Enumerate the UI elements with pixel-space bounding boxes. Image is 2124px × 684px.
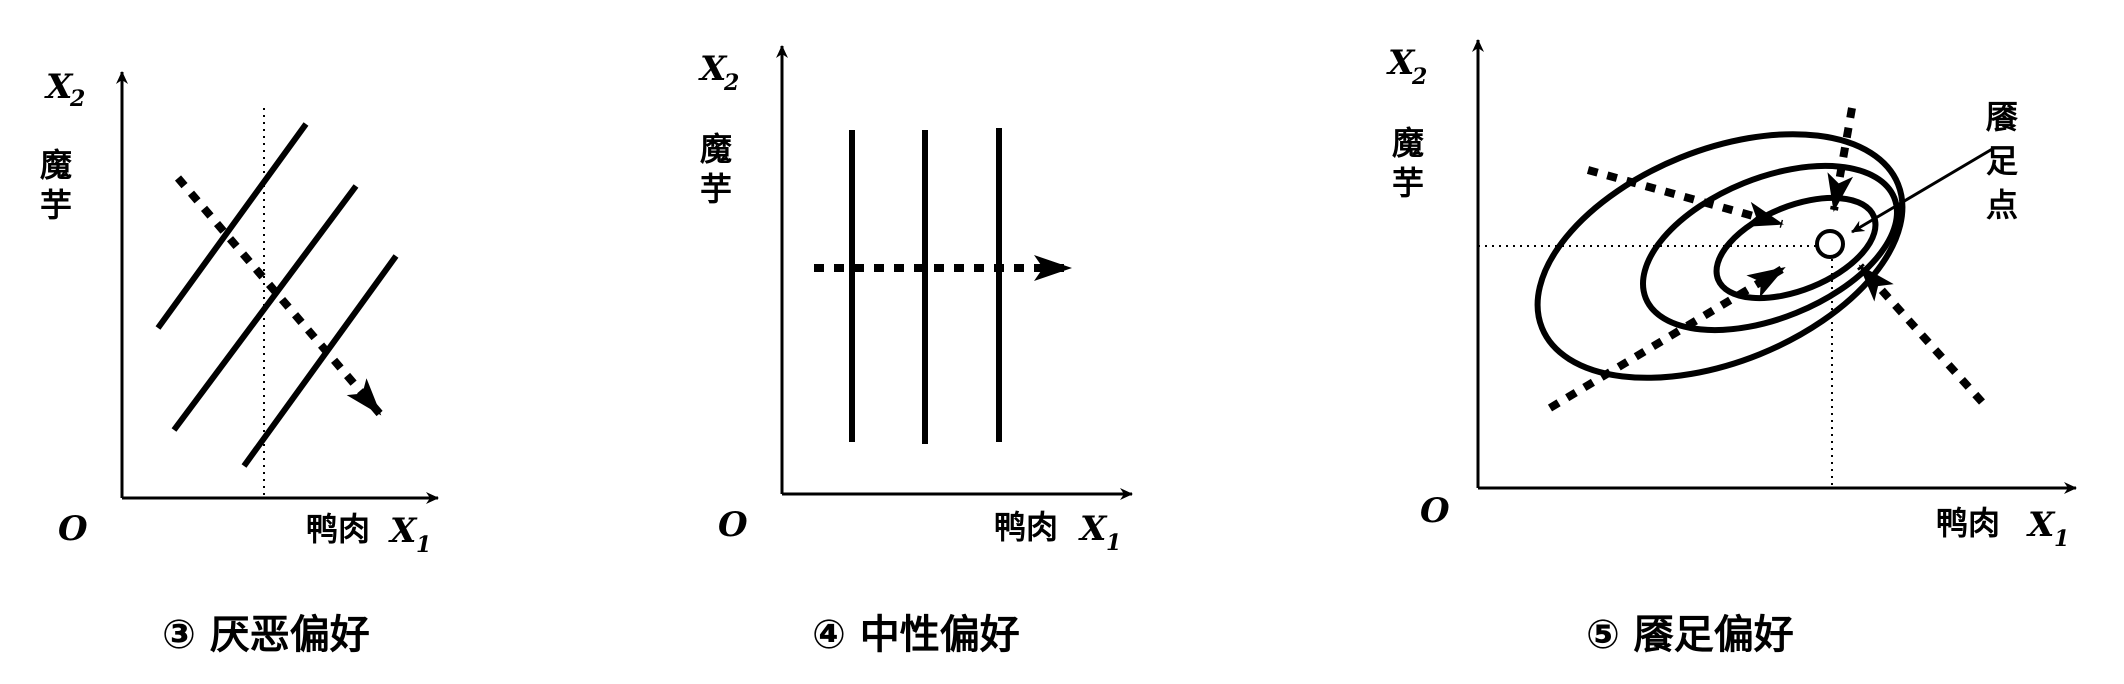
bliss-point-marker (1815, 229, 1845, 259)
panel-caption: ③ 厌恶偏好 (162, 612, 370, 658)
preference-direction-arrow (174, 175, 384, 417)
y-axis-label-line2: 芋 (1392, 164, 1424, 202)
x-axis-label: 鸭肉 (994, 508, 1058, 546)
x-axis-label: 鸭肉 (1936, 504, 2000, 542)
y-axis-label-line1: 魔 (700, 130, 732, 168)
preference-direction-arrow (1586, 166, 1784, 228)
indifference-line (155, 122, 309, 330)
y-axis-label-line2: 芋 (700, 170, 732, 208)
y-axis-label-line1: 魔 (1392, 124, 1424, 162)
bliss-point-label-line2: 足 (1986, 142, 2018, 180)
y-axis-subscript: 2 (1411, 64, 1427, 90)
panel-neutral: X 2 魔 芋 O 鸭肉 X 1 ④ 中性偏好 (698, 45, 1133, 658)
indifference-ellipse-outer (1534, 131, 1906, 381)
x-axis-label: 鸭肉 (306, 510, 370, 548)
bliss-point-label-line1: 餍 (1986, 98, 2019, 136)
x-axis-symbol: X (2026, 505, 2056, 545)
y-axis-symbol: X (698, 49, 728, 89)
indifference-line (171, 184, 359, 432)
origin-label: O (58, 509, 88, 549)
origin-label: O (1420, 491, 1450, 531)
y-axis-subscript: 2 (723, 70, 739, 96)
indifference-ellipse-middle (1640, 162, 1900, 334)
preference-direction-arrow (1827, 107, 1856, 212)
preference-direction-arrow (1857, 263, 1985, 405)
panel-satiation: X 2 魔 芋 O 鸭肉 X 1 餍 足 点 ⑤ 餍足偏好 (1386, 39, 2077, 658)
indifference-ellipse-inner (1713, 194, 1879, 302)
bliss-point-pointer (1851, 146, 1995, 234)
y-axis-symbol: X (1386, 43, 1416, 83)
x-axis-symbol: X (388, 511, 418, 551)
y-axis-label-line2: 芋 (40, 186, 72, 224)
x-axis-symbol: X (1078, 509, 1108, 549)
panel-aversion: X 2 魔 芋 O 鸭肉 X 1 ③ 厌恶偏好 (40, 67, 439, 658)
y-axis-symbol: X (44, 67, 74, 107)
indifference-line (241, 254, 399, 468)
origin-label: O (718, 505, 748, 545)
preference-direction-arrow (1547, 264, 1787, 412)
x-axis-subscript: 1 (2054, 526, 2069, 552)
y-axis-subscript: 2 (69, 86, 85, 112)
y-axis-label-line1: 魔 (40, 146, 72, 184)
x-axis-subscript: 1 (416, 532, 431, 558)
panel-caption: ④ 中性偏好 (812, 612, 1020, 658)
x-axis-subscript: 1 (1106, 530, 1121, 556)
panel-caption: ⑤ 餍足偏好 (1586, 612, 1794, 658)
bliss-point-label-line3: 点 (1986, 186, 2018, 224)
